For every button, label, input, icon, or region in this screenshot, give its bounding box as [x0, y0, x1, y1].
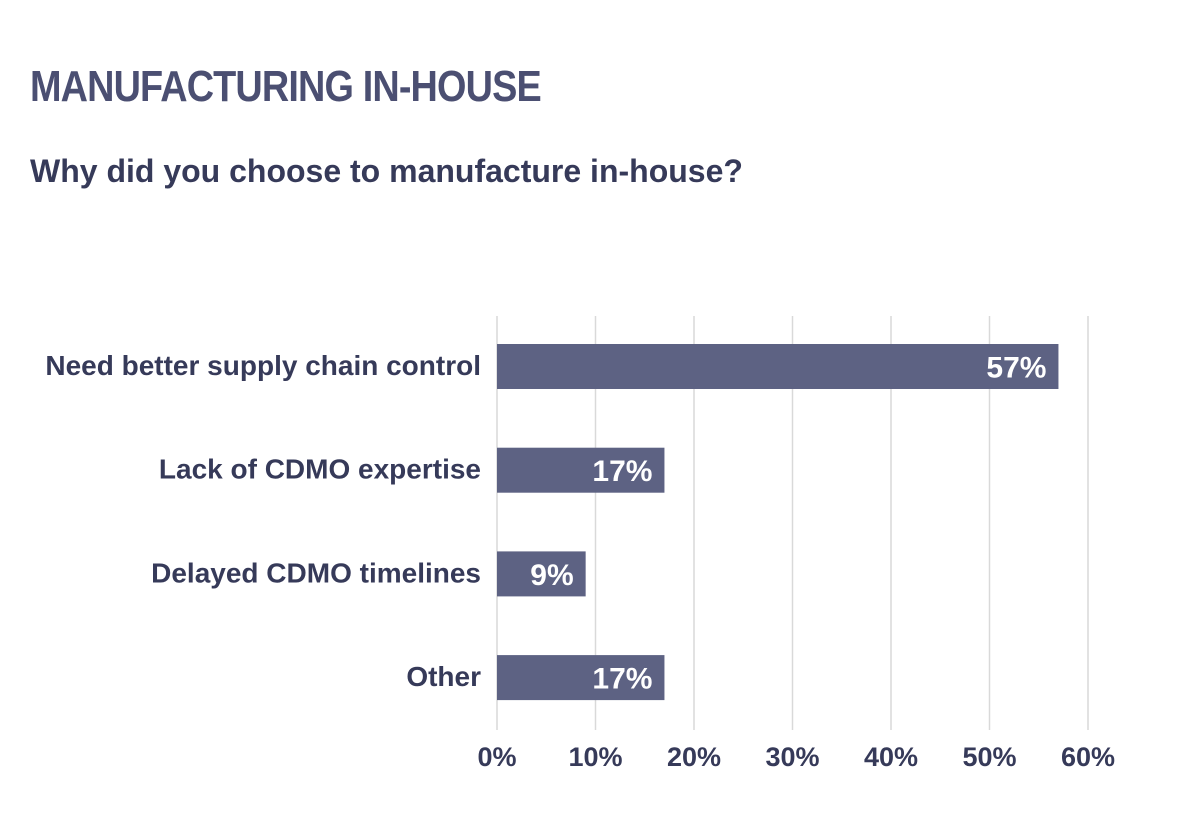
- bar: [497, 551, 586, 597]
- x-tick-label: 10%: [568, 742, 622, 772]
- bars: 57% 17% 9% 17%: [497, 344, 1059, 701]
- x-tick-label: 50%: [962, 742, 1016, 772]
- category-labels: Need better supply chain control Lack of …: [45, 350, 481, 692]
- x-tick-label: 40%: [864, 742, 918, 772]
- category-label: Delayed CDMO timelines: [151, 557, 481, 588]
- chart-title: MANUFACTURING IN-HOUSE: [30, 62, 542, 111]
- category-label: Need better supply chain control: [45, 350, 481, 381]
- bar-value-label: 57%: [986, 352, 1046, 385]
- bar-value-label: 17%: [592, 455, 652, 488]
- x-tick-label: 0%: [477, 742, 516, 772]
- x-tick-label: 60%: [1061, 742, 1115, 772]
- chart-subtitle: Why did you choose to manufacture in-hou…: [30, 153, 743, 189]
- category-label: Lack of CDMO expertise: [159, 454, 481, 485]
- bar-value-label: 17%: [592, 663, 652, 696]
- x-tick-label: 30%: [765, 742, 819, 772]
- bar: [497, 655, 665, 701]
- category-label: Other: [406, 661, 481, 692]
- x-axis-ticks: 0% 10% 20% 30% 40% 50% 60%: [477, 742, 1115, 772]
- bar: [497, 447, 665, 493]
- bar: [497, 344, 1059, 389]
- x-tick-label: 20%: [667, 742, 721, 772]
- bar-value-label: 9%: [530, 559, 573, 592]
